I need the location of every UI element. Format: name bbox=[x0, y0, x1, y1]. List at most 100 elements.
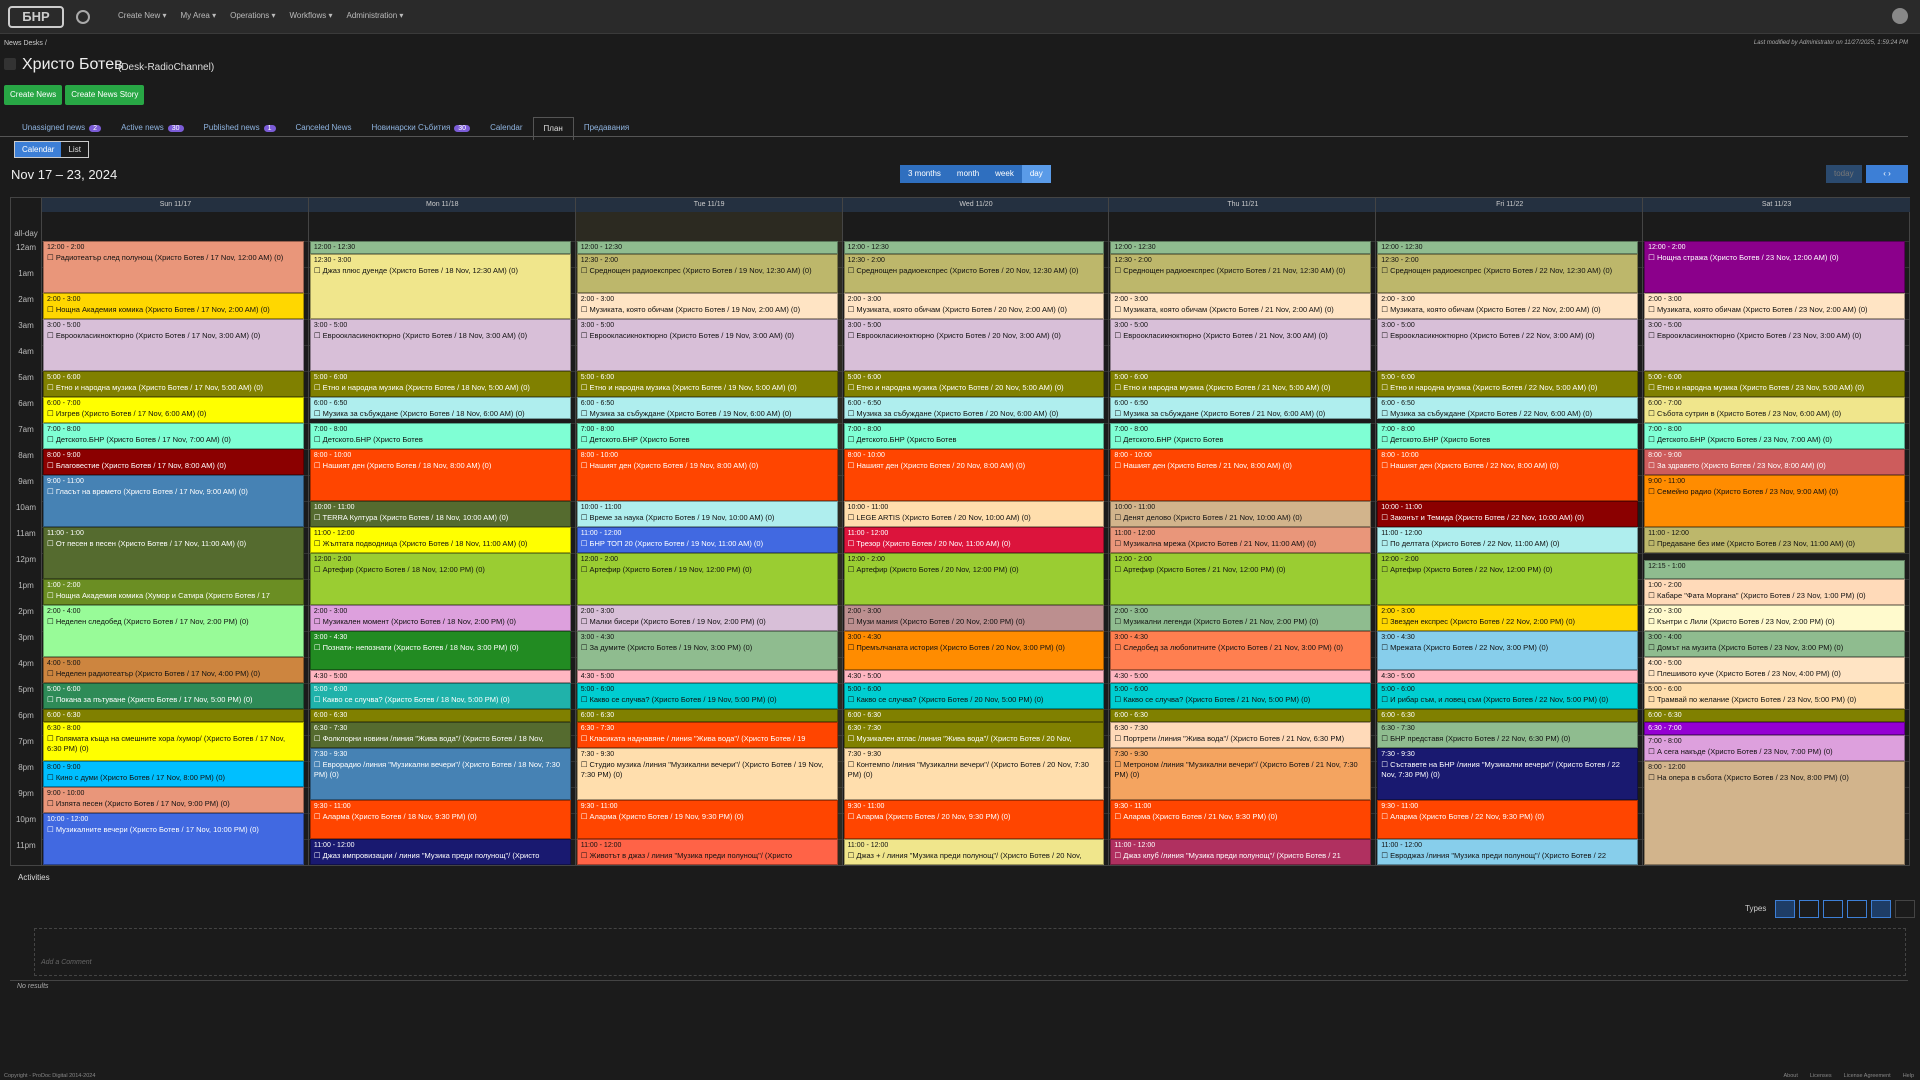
event[interactable]: 11:00 - 12:00 Джаз + / линия "Музика пред… bbox=[843, 839, 1105, 865]
event[interactable]: 5:00 - 6:00 Какво се случва? (Христо Боте… bbox=[309, 683, 571, 709]
event[interactable]: 3:00 - 5:00 Евроокласикноктюрно (Христо Б… bbox=[843, 319, 1105, 371]
event[interactable]: 8:00 - 12:00 На опера в събота (Христо Бо… bbox=[1644, 761, 1905, 865]
event[interactable]: 2:00 - 3:00 Малки бисери (Христо Ботев / … bbox=[576, 605, 838, 631]
event[interactable]: 8:00 - 10:00 Нашият ден (Христо Ботев / 2… bbox=[843, 449, 1105, 501]
event[interactable]: 4:30 - 5:00 bbox=[843, 670, 1105, 683]
event[interactable]: 3:00 - 5:00 Евроокласикноктюрно (Христо Б… bbox=[1644, 319, 1905, 371]
event[interactable]: 6:00 - 6:50 Музика за събуждане (Христо Б… bbox=[1110, 397, 1372, 419]
event[interactable]: 6:00 - 6:30 bbox=[1110, 709, 1372, 722]
event[interactable]: 6:30 - 7:30 Музикален атлас /линия "Жива … bbox=[843, 722, 1105, 748]
event[interactable]: 12:00 - 12:30 bbox=[1110, 241, 1372, 254]
event[interactable]: 7:00 - 8:00 Детското.БНР (Христо Ботев bbox=[309, 423, 571, 449]
event[interactable]: 8:00 - 9:00 Благовестие (Христо Ботев / 1… bbox=[43, 449, 304, 475]
view-button[interactable]: Calendar bbox=[15, 142, 62, 157]
event[interactable]: 6:00 - 6:50 Музика за събуждане (Христо Б… bbox=[309, 397, 571, 419]
event[interactable]: 2:00 - 3:00 Музиката, която обичам (Христ… bbox=[1377, 293, 1639, 319]
footer-link[interactable]: Licenses bbox=[1809, 1073, 1832, 1079]
type-filter[interactable] bbox=[1799, 900, 1819, 918]
event[interactable]: 12:00 - 2:00 Артефир (Христо Ботев / 22 N… bbox=[1377, 553, 1639, 605]
event[interactable]: 11:00 - 12:00 По делтата (Христо Ботев / … bbox=[1377, 527, 1639, 553]
event[interactable]: 2:00 - 4:00 Неделен следобед (Христо Боте… bbox=[43, 605, 304, 657]
nav-item[interactable]: Administration bbox=[346, 11, 403, 20]
footer-link[interactable]: About bbox=[1783, 1073, 1798, 1079]
event[interactable]: 11:00 - 12:00 Музикална мрежа (Христо Бот… bbox=[1110, 527, 1372, 553]
event[interactable]: 12:00 - 12:30 bbox=[843, 241, 1105, 254]
event[interactable]: 6:30 - 7:30 БНР представя (Христо Ботев /… bbox=[1377, 722, 1639, 748]
event[interactable]: 6:00 - 7:00 Изгрев (Христо Ботев / 17 Nov… bbox=[43, 397, 304, 423]
event[interactable]: 7:00 - 8:00 Детското.БНР (Христо Ботев bbox=[1110, 423, 1372, 449]
event[interactable]: 4:30 - 5:00 bbox=[576, 670, 838, 683]
event[interactable]: 9:30 - 11:00 Аларма (Христо Ботев / 20 No… bbox=[843, 800, 1105, 839]
search-icon[interactable] bbox=[76, 10, 90, 24]
event[interactable]: 12:00 - 2:00 Артефир (Христо Ботев / 18 N… bbox=[309, 553, 571, 605]
event[interactable]: 12:30 - 2:00 Среднощен радиоекспрес (Хрис… bbox=[1377, 254, 1639, 293]
event[interactable]: 8:00 - 10:00 Нашият ден (Христо Ботев / 1… bbox=[576, 449, 838, 501]
event[interactable]: 10:00 - 11:00 Законът и Темида (Христо Бо… bbox=[1377, 501, 1639, 527]
event[interactable]: 5:00 - 6:00 Какво се случва? (Христо Боте… bbox=[843, 683, 1105, 709]
event[interactable]: 4:30 - 5:00 bbox=[1110, 670, 1372, 683]
event[interactable]: 10:00 - 11:00 TERRA Култура (Христо Ботев… bbox=[309, 501, 571, 527]
range-button[interactable]: 3 months bbox=[900, 165, 949, 183]
event[interactable]: 5:00 - 6:00 Етно и народна музика (Христо… bbox=[1110, 371, 1372, 397]
event[interactable]: 3:00 - 5:00 Евроокласикноктюрно (Христо Б… bbox=[309, 319, 571, 371]
breadcrumb[interactable]: News Desks / bbox=[4, 40, 47, 47]
event[interactable]: 12:30 - 2:00 Среднощен радиоекспрес (Хрис… bbox=[576, 254, 838, 293]
event[interactable]: 2:00 - 3:00 Нощна Академия комика (Христо… bbox=[43, 293, 304, 319]
event[interactable]: 11:00 - 12:00 БНР ТОП 20 (Христо Ботев / … bbox=[576, 527, 838, 553]
event[interactable]: 12:00 - 2:00 Артефир (Христо Ботев / 19 N… bbox=[576, 553, 838, 605]
tab[interactable]: Active news 30 bbox=[111, 117, 193, 139]
tab[interactable]: Published news 1 bbox=[194, 117, 286, 139]
event[interactable]: 9:00 - 10:00 Изпята песен (Христо Ботев /… bbox=[43, 787, 304, 813]
event[interactable]: 10:00 - 11:00 LEGE ARTIS (Христо Ботев / … bbox=[843, 501, 1105, 527]
event[interactable]: 12:00 - 12:30 bbox=[309, 241, 571, 254]
footer-link[interactable]: Help bbox=[1902, 1073, 1914, 1079]
event[interactable]: 7:30 - 9:30 Метроном /линия "Музикални ве… bbox=[1110, 748, 1372, 800]
event[interactable]: 4:30 - 5:00 bbox=[1377, 670, 1639, 683]
event[interactable]: 6:00 - 6:30 bbox=[309, 709, 571, 722]
event[interactable]: 6:00 - 6:30 bbox=[43, 709, 304, 722]
event[interactable]: 11:00 - 1:00 От песен в песен (Христо Бот… bbox=[43, 527, 304, 579]
event[interactable]: 9:30 - 11:00 Аларма (Христо Ботев / 22 No… bbox=[1377, 800, 1639, 839]
prev-next[interactable]: ‹ › bbox=[1866, 165, 1908, 183]
range-button[interactable]: week bbox=[987, 165, 1022, 183]
event[interactable]: 9:00 - 11:00 Гласът на времето (Христо Бо… bbox=[43, 475, 304, 527]
event[interactable]: 11:00 - 12:00 Трезор (Христо Ботев / 20 N… bbox=[843, 527, 1105, 553]
event[interactable]: 4:00 - 5:00 Неделен радиотеатър (Христо Б… bbox=[43, 657, 304, 683]
event[interactable]: 5:00 - 6:00 Какво се случва? (Христо Боте… bbox=[1110, 683, 1372, 709]
event[interactable]: 3:00 - 5:00 Евроокласикноктюрно (Христо Б… bbox=[43, 319, 304, 371]
tab[interactable]: Unassigned news 2 bbox=[12, 117, 111, 139]
event[interactable]: 6:00 - 6:30 bbox=[576, 709, 838, 722]
event[interactable]: 12:30 - 3:00 Джаз плюс дуенде (Христо Бот… bbox=[309, 254, 571, 319]
event[interactable]: 7:30 - 9:30 Еврорадио /линия "Музикални в… bbox=[309, 748, 571, 800]
event[interactable]: 7:00 - 8:00 Детското.БНР (Христо Ботев bbox=[576, 423, 838, 449]
range-button[interactable]: month bbox=[948, 165, 988, 183]
event[interactable]: 5:00 - 6:00 Какво се случва? (Христо Боте… bbox=[576, 683, 838, 709]
event[interactable]: 2:00 - 3:00 Музикални легенди (Христо Бот… bbox=[1110, 605, 1372, 631]
event[interactable]: 2:00 - 3:00 Музиката, която обичам (Христ… bbox=[1110, 293, 1372, 319]
event[interactable]: 8:00 - 10:00 Нашият ден (Христо Ботев / 2… bbox=[1377, 449, 1639, 501]
button[interactable]: Create News Story bbox=[65, 85, 145, 105]
nav-item[interactable]: My Area bbox=[181, 11, 217, 20]
event[interactable]: 6:30 - 7:00 bbox=[1644, 722, 1905, 735]
event[interactable]: 2:00 - 3:00 Музиката, която обичам (Христ… bbox=[843, 293, 1105, 319]
event[interactable]: 2:00 - 3:00 Музиката, която обичам (Христ… bbox=[1644, 293, 1905, 319]
nav-item[interactable]: Operations bbox=[230, 11, 275, 20]
event[interactable]: 10:00 - 12:00 Музикалните вечери (Христо … bbox=[43, 813, 304, 865]
event[interactable]: 9:30 - 11:00 Аларма (Христо Ботев / 19 No… bbox=[576, 800, 838, 839]
event[interactable]: 4:30 - 5:00 bbox=[309, 670, 571, 683]
type-filter[interactable] bbox=[1871, 900, 1891, 918]
view-button[interactable]: List bbox=[68, 145, 81, 154]
event[interactable]: 12:15 - 1:00 bbox=[1644, 559, 1905, 579]
event[interactable]: 10:00 - 11:00 Денят делово (Христо Ботев … bbox=[1110, 501, 1372, 527]
event[interactable]: 5:00 - 6:00 Етно и народна музика (Христо… bbox=[1644, 371, 1905, 397]
event[interactable]: 5:00 - 6:00 И рибар съм, и ловец съм (Хри… bbox=[1377, 683, 1639, 709]
event[interactable]: 2:00 - 3:00 Кънтри с Лили (Христо Ботев /… bbox=[1644, 605, 1905, 631]
event[interactable]: 6:00 - 6:30 bbox=[843, 709, 1105, 722]
event[interactable]: 1:00 - 2:00 Нощна Академия комика (Хумор … bbox=[43, 579, 304, 605]
event[interactable]: 3:00 - 4:30 Мрежата (Христо Ботев / 22 No… bbox=[1377, 631, 1639, 670]
tab[interactable]: Новинарски Събития 30 bbox=[362, 117, 481, 139]
event[interactable]: 6:00 - 6:30 bbox=[1644, 709, 1905, 722]
event[interactable]: 2:00 - 3:00 Музи мания (Христо Ботев / 20… bbox=[843, 605, 1105, 631]
event[interactable]: 1:00 - 2:00 Кабаре "Фата Моргана" (Христо… bbox=[1644, 579, 1905, 605]
event[interactable]: 3:00 - 5:00 Евроокласикноктюрно (Христо Б… bbox=[1377, 319, 1639, 371]
